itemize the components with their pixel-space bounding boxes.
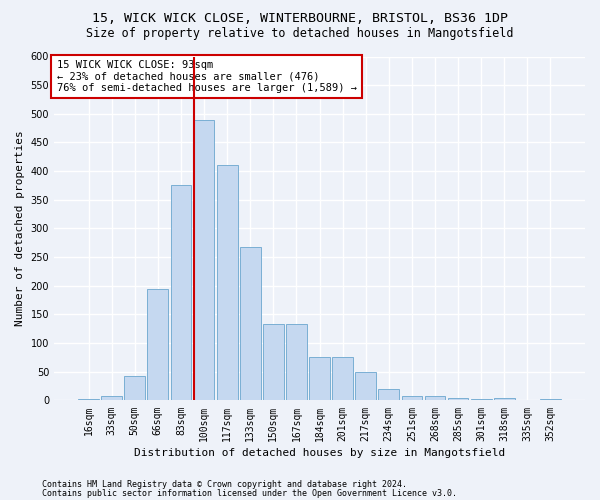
Bar [494, 398, 515, 400]
Bar [170, 186, 191, 400]
Bar [471, 398, 491, 400]
Bar [124, 376, 145, 400]
Text: 15, WICK WICK CLOSE, WINTERBOURNE, BRISTOL, BS36 1DP: 15, WICK WICK CLOSE, WINTERBOURNE, BRIST… [92, 12, 508, 26]
Bar [263, 324, 284, 400]
Bar [379, 389, 399, 400]
Text: 15 WICK WICK CLOSE: 93sqm
← 23% of detached houses are smaller (476)
76% of semi: 15 WICK WICK CLOSE: 93sqm ← 23% of detac… [56, 60, 356, 93]
Bar [332, 358, 353, 401]
Bar [240, 247, 260, 400]
Bar [148, 288, 168, 401]
X-axis label: Distribution of detached houses by size in Mangotsfield: Distribution of detached houses by size … [134, 448, 505, 458]
Bar [401, 396, 422, 400]
Bar [78, 398, 99, 400]
Bar [194, 120, 214, 400]
Bar [355, 372, 376, 400]
Bar [286, 324, 307, 400]
Bar [101, 396, 122, 400]
Text: Contains public sector information licensed under the Open Government Licence v3: Contains public sector information licen… [42, 489, 457, 498]
Bar [425, 396, 445, 400]
Bar [448, 398, 469, 400]
Y-axis label: Number of detached properties: Number of detached properties [15, 130, 25, 326]
Text: Size of property relative to detached houses in Mangotsfield: Size of property relative to detached ho… [86, 28, 514, 40]
Bar [217, 166, 238, 400]
Text: Contains HM Land Registry data © Crown copyright and database right 2024.: Contains HM Land Registry data © Crown c… [42, 480, 407, 489]
Bar [309, 358, 330, 401]
